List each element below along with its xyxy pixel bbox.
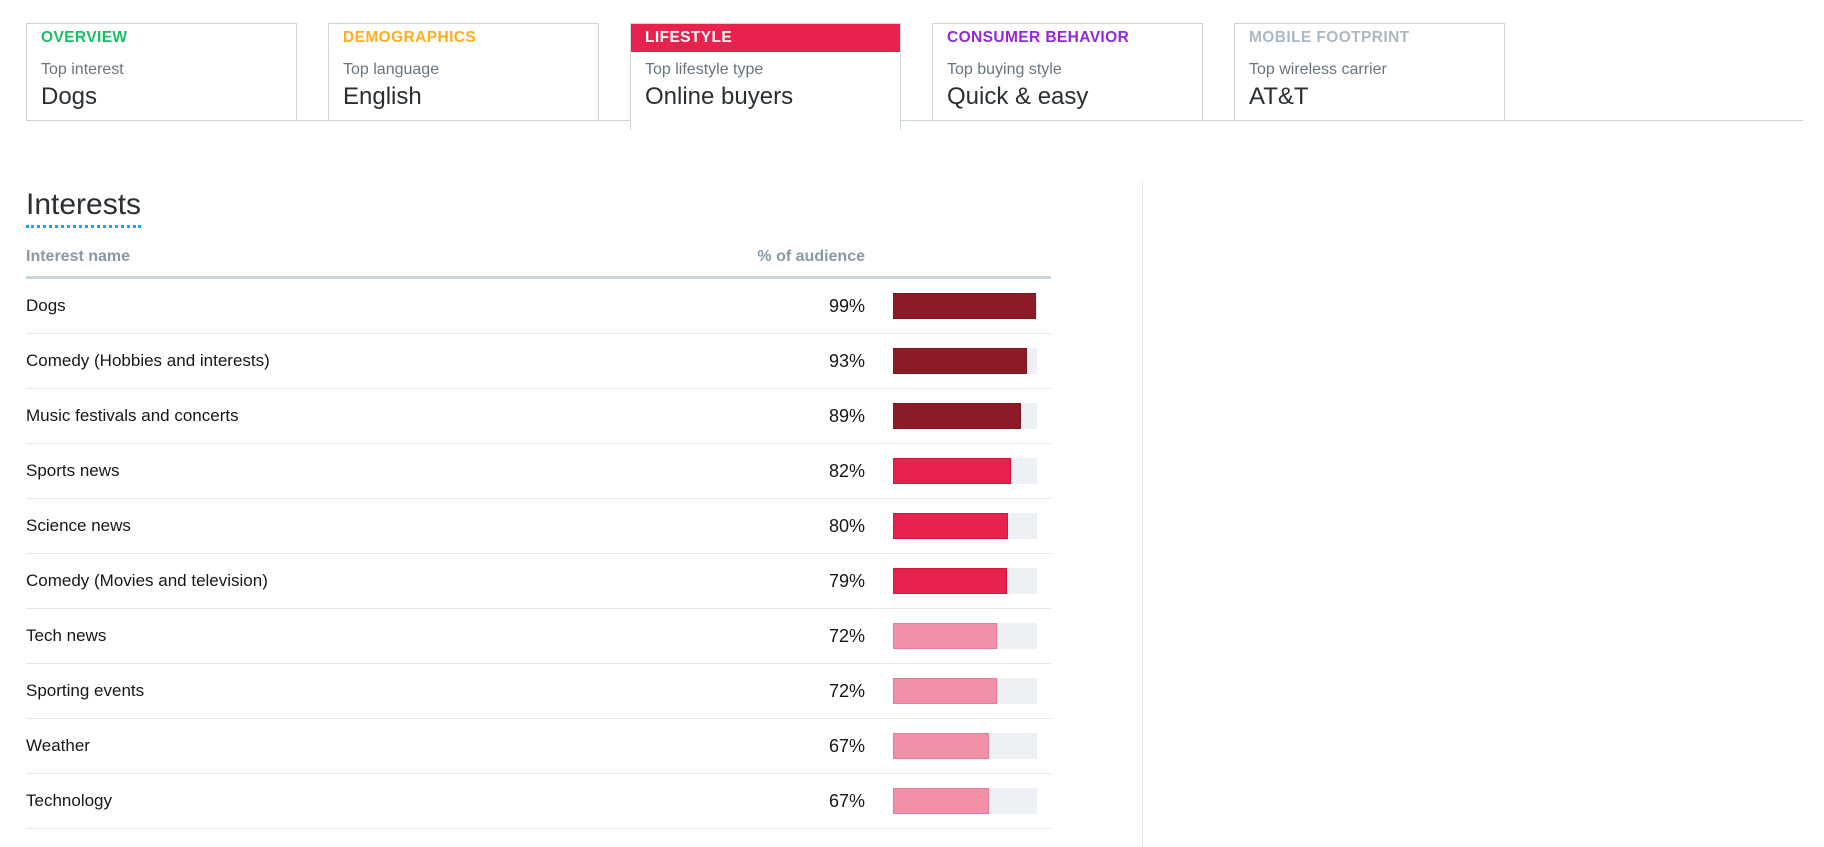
interest-bar (893, 678, 1037, 704)
tab-consumer-behavior[interactable]: CONSUMER BEHAVIOR Top buying style Quick… (932, 23, 1203, 121)
tab-mobile-footprint[interactable]: MOBILE FOOTPRINT Top wireless carrier AT… (1234, 23, 1505, 121)
interest-row: Sporting events 72% (26, 664, 1051, 719)
interest-row: Sports news 82% (26, 444, 1051, 499)
bar-fill (893, 403, 1022, 429)
bar-track (893, 623, 1037, 649)
interest-bar (893, 293, 1037, 319)
tab-lifestyle-stat-label: Top lifestyle type (645, 61, 764, 78)
interest-name: Technology (26, 791, 113, 810)
interest-row: Dogs 99% (26, 279, 1051, 334)
interest-percent: 67% (828, 735, 865, 756)
tab-consumer-behavior-label: CONSUMER BEHAVIOR (947, 29, 1130, 46)
interest-name: Science news (26, 516, 131, 535)
interest-row: Technology 67% (26, 774, 1051, 829)
tab-strip-rule (26, 120, 1803, 121)
interest-row: Science news 80% (26, 499, 1051, 554)
interest-bar (893, 568, 1037, 594)
tab-lifestyle[interactable]: LIFESTYLE Top lifestyle type Online buye… (630, 23, 901, 130)
bar-fill (893, 293, 1036, 319)
tab-demographics-label: DEMOGRAPHICS (343, 29, 477, 46)
interests-section: Interests Interest name % of audience Do… (26, 188, 1051, 829)
bar-fill (893, 788, 990, 814)
interest-bar (893, 733, 1037, 759)
interest-row: Weather 67% (26, 719, 1051, 774)
tab-overview-label: OVERVIEW (41, 29, 128, 46)
bar-track (893, 513, 1037, 539)
tab-lifestyle-stat-value: Online buyers (645, 83, 794, 110)
interest-percent: 80% (828, 515, 865, 536)
interest-bar (893, 623, 1037, 649)
bar-track (893, 568, 1037, 594)
interest-name: Dogs (26, 296, 66, 315)
interest-percent: 89% (828, 405, 865, 426)
interest-row: Comedy (Movies and television) 79% (26, 554, 1051, 609)
bar-track (893, 348, 1037, 374)
interest-bar (893, 513, 1037, 539)
interest-row: Comedy (Hobbies and interests) 93% (26, 334, 1051, 389)
bar-track (893, 733, 1037, 759)
tab-overview-stat-value: Dogs (41, 83, 98, 110)
interest-percent: 67% (828, 790, 865, 811)
interests-table-body: Dogs 99% Comedy (Hobbies and interests) … (26, 279, 1051, 829)
interest-row: Music festivals and concerts 89% (26, 389, 1051, 444)
tab-mobile-footprint-stat-label: Top wireless carrier (1249, 61, 1387, 78)
interest-name: Sports news (26, 461, 120, 480)
tab-demographics-stat-value: English (343, 83, 422, 110)
bar-fill (893, 623, 997, 649)
content-vertical-divider (1142, 182, 1143, 847)
tab-consumer-behavior-stat-label: Top buying style (947, 61, 1062, 78)
bar-track (893, 678, 1037, 704)
bar-track (893, 788, 1037, 814)
tab-lifestyle-label: LIFESTYLE (631, 24, 900, 52)
bar-fill (893, 568, 1007, 594)
bar-track (893, 293, 1037, 319)
tab-demographics-stat-label: Top language (343, 61, 440, 78)
interest-percent: 93% (828, 350, 865, 371)
interest-name: Comedy (Hobbies and interests) (26, 351, 270, 370)
interest-percent: 79% (828, 570, 865, 591)
interest-name: Weather (26, 736, 90, 755)
bar-fill (893, 348, 1027, 374)
tab-mobile-footprint-stat-value: AT&T (1249, 83, 1309, 110)
bar-fill (893, 678, 997, 704)
interest-bar (893, 403, 1037, 429)
interest-name: Comedy (Movies and television) (26, 571, 268, 590)
bar-track (893, 458, 1037, 484)
column-header-percent: % of audience (757, 248, 865, 265)
bar-fill (893, 458, 1012, 484)
bar-fill (893, 733, 990, 759)
interest-name: Tech news (26, 626, 107, 645)
tab-overview[interactable]: OVERVIEW Top interest Dogs (26, 23, 297, 121)
interests-table-header: Interest name % of audience (26, 248, 1051, 279)
interest-percent: 82% (828, 460, 865, 481)
tab-demographics[interactable]: DEMOGRAPHICS Top language English (328, 23, 599, 121)
tab-mobile-footprint-label: MOBILE FOOTPRINT (1249, 29, 1410, 46)
column-header-interest-name: Interest name (26, 248, 131, 265)
bar-fill (893, 513, 1009, 539)
interest-row: Tech news 72% (26, 609, 1051, 664)
interest-name: Music festivals and concerts (26, 406, 239, 425)
interest-percent: 99% (828, 295, 865, 316)
interest-bar (893, 348, 1037, 374)
interest-percent: 72% (828, 680, 865, 701)
tab-overview-stat-label: Top interest (41, 61, 124, 78)
interest-bar (893, 458, 1037, 484)
summary-tab-strip: OVERVIEW Top interest Dogs DEMOGRAPHICS … (26, 23, 1505, 130)
interests-title: Interests (26, 188, 142, 228)
tab-consumer-behavior-stat-value: Quick & easy (947, 83, 1089, 110)
bar-track (893, 403, 1037, 429)
interest-bar (893, 788, 1037, 814)
interest-percent: 72% (828, 625, 865, 646)
interest-name: Sporting events (26, 681, 145, 700)
